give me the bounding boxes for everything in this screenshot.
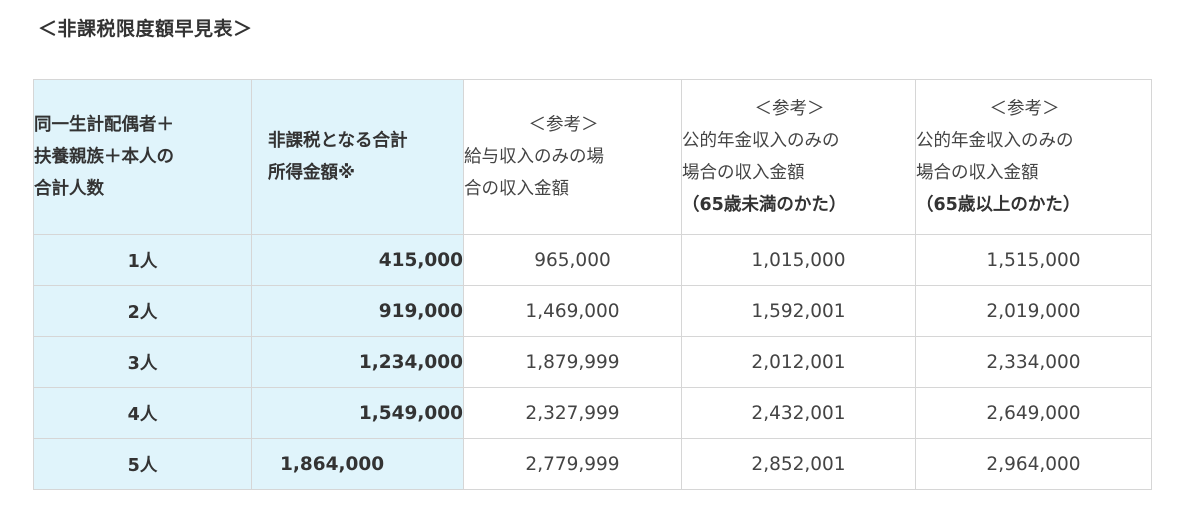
header-tax-exempt-income: 非課税となる合計 所得金額※ (251, 79, 464, 235)
header-line: 同一生計配偶者＋ (34, 115, 174, 135)
people-count-cell: 1人 (33, 234, 252, 286)
pension-under-65-cell: 2,012,001 (681, 336, 916, 388)
header-line: 合計人数 (34, 179, 104, 199)
salary-income-cell: 2,779,999 (463, 438, 682, 490)
header-pension-over-65: ＜参考＞ 公的年金収入のみの 場合の収入金額 （65歳以上のかた） (915, 79, 1152, 235)
table-row: 5人 1,864,000 2,779,999 2,852,001 2,964,0… (33, 438, 1152, 490)
header-line: 場合の収入金額 (682, 163, 805, 183)
pension-over-65-cell: 1,515,000 (915, 234, 1152, 286)
salary-income-cell: 1,469,000 (463, 285, 682, 337)
header-salary-income: ＜参考＞ 給与収入のみの場 合の収入金額 (463, 79, 682, 235)
header-line: 公的年金収入のみの (682, 131, 840, 151)
header-line: 所得金額※ (268, 163, 356, 183)
header-household-count: 同一生計配偶者＋ 扶養親族＋本人の 合計人数 (33, 79, 252, 235)
table-row: 1人 415,000 965,000 1,015,000 1,515,000 (33, 234, 1152, 286)
pension-under-65-cell: 1,592,001 (681, 285, 916, 337)
table-header-row: 同一生計配偶者＋ 扶養親族＋本人の 合計人数 非課税となる合計 所得金額※ ＜参… (33, 79, 1152, 235)
table-row: 3人 1,234,000 1,879,999 2,012,001 2,334,0… (33, 336, 1152, 388)
header-line: 公的年金収入のみの (916, 131, 1074, 151)
table-row: 4人 1,549,000 2,327,999 2,432,001 2,649,0… (33, 387, 1152, 439)
pension-over-65-cell: 2,964,000 (915, 438, 1152, 490)
tax-exempt-income-cell: 1,864,000 (251, 438, 464, 490)
header-line: 扶養親族＋本人の (34, 147, 174, 167)
pension-over-65-cell: 2,649,000 (915, 387, 1152, 439)
tax-exemption-table: 同一生計配偶者＋ 扶養親族＋本人の 合計人数 非課税となる合計 所得金額※ ＜参… (33, 79, 1152, 490)
tax-exempt-income-cell: 1,549,000 (251, 387, 464, 439)
people-count-cell: 4人 (33, 387, 252, 439)
tax-exempt-income-cell: 1,234,000 (251, 336, 464, 388)
pension-under-65-cell: 1,015,000 (681, 234, 916, 286)
header-line: 非課税となる合計 (268, 131, 408, 151)
tax-exempt-income-cell: 919,000 (251, 285, 464, 337)
table-row: 2人 919,000 1,469,000 1,592,001 2,019,000 (33, 285, 1152, 337)
header-pension-under-65: ＜参考＞ 公的年金収入のみの 場合の収入金額 （65歳未満のかた） (681, 79, 916, 235)
page-title: ＜非課税限度額早見表＞ (38, 18, 253, 40)
salary-income-cell: 1,879,999 (463, 336, 682, 388)
header-reference-label: ＜参考＞ (754, 99, 825, 119)
header-age-note: （65歳以上のかた） (916, 195, 1081, 215)
pension-under-65-cell: 2,852,001 (681, 438, 916, 490)
header-reference-label: ＜参考＞ (528, 115, 599, 135)
pension-over-65-cell: 2,334,000 (915, 336, 1152, 388)
header-line: 給与収入のみの場 (464, 147, 604, 167)
header-reference-label: ＜参考＞ (989, 99, 1060, 119)
people-count-cell: 3人 (33, 336, 252, 388)
tax-exempt-income-cell: 415,000 (251, 234, 464, 286)
people-count-cell: 5人 (33, 438, 252, 490)
header-line: 場合の収入金額 (916, 163, 1039, 183)
salary-income-cell: 2,327,999 (463, 387, 682, 439)
salary-income-cell: 965,000 (463, 234, 682, 286)
pension-over-65-cell: 2,019,000 (915, 285, 1152, 337)
header-age-note: （65歳未満のかた） (682, 195, 847, 215)
people-count-cell: 2人 (33, 285, 252, 337)
header-line: 合の収入金額 (464, 179, 569, 199)
pension-under-65-cell: 2,432,001 (681, 387, 916, 439)
